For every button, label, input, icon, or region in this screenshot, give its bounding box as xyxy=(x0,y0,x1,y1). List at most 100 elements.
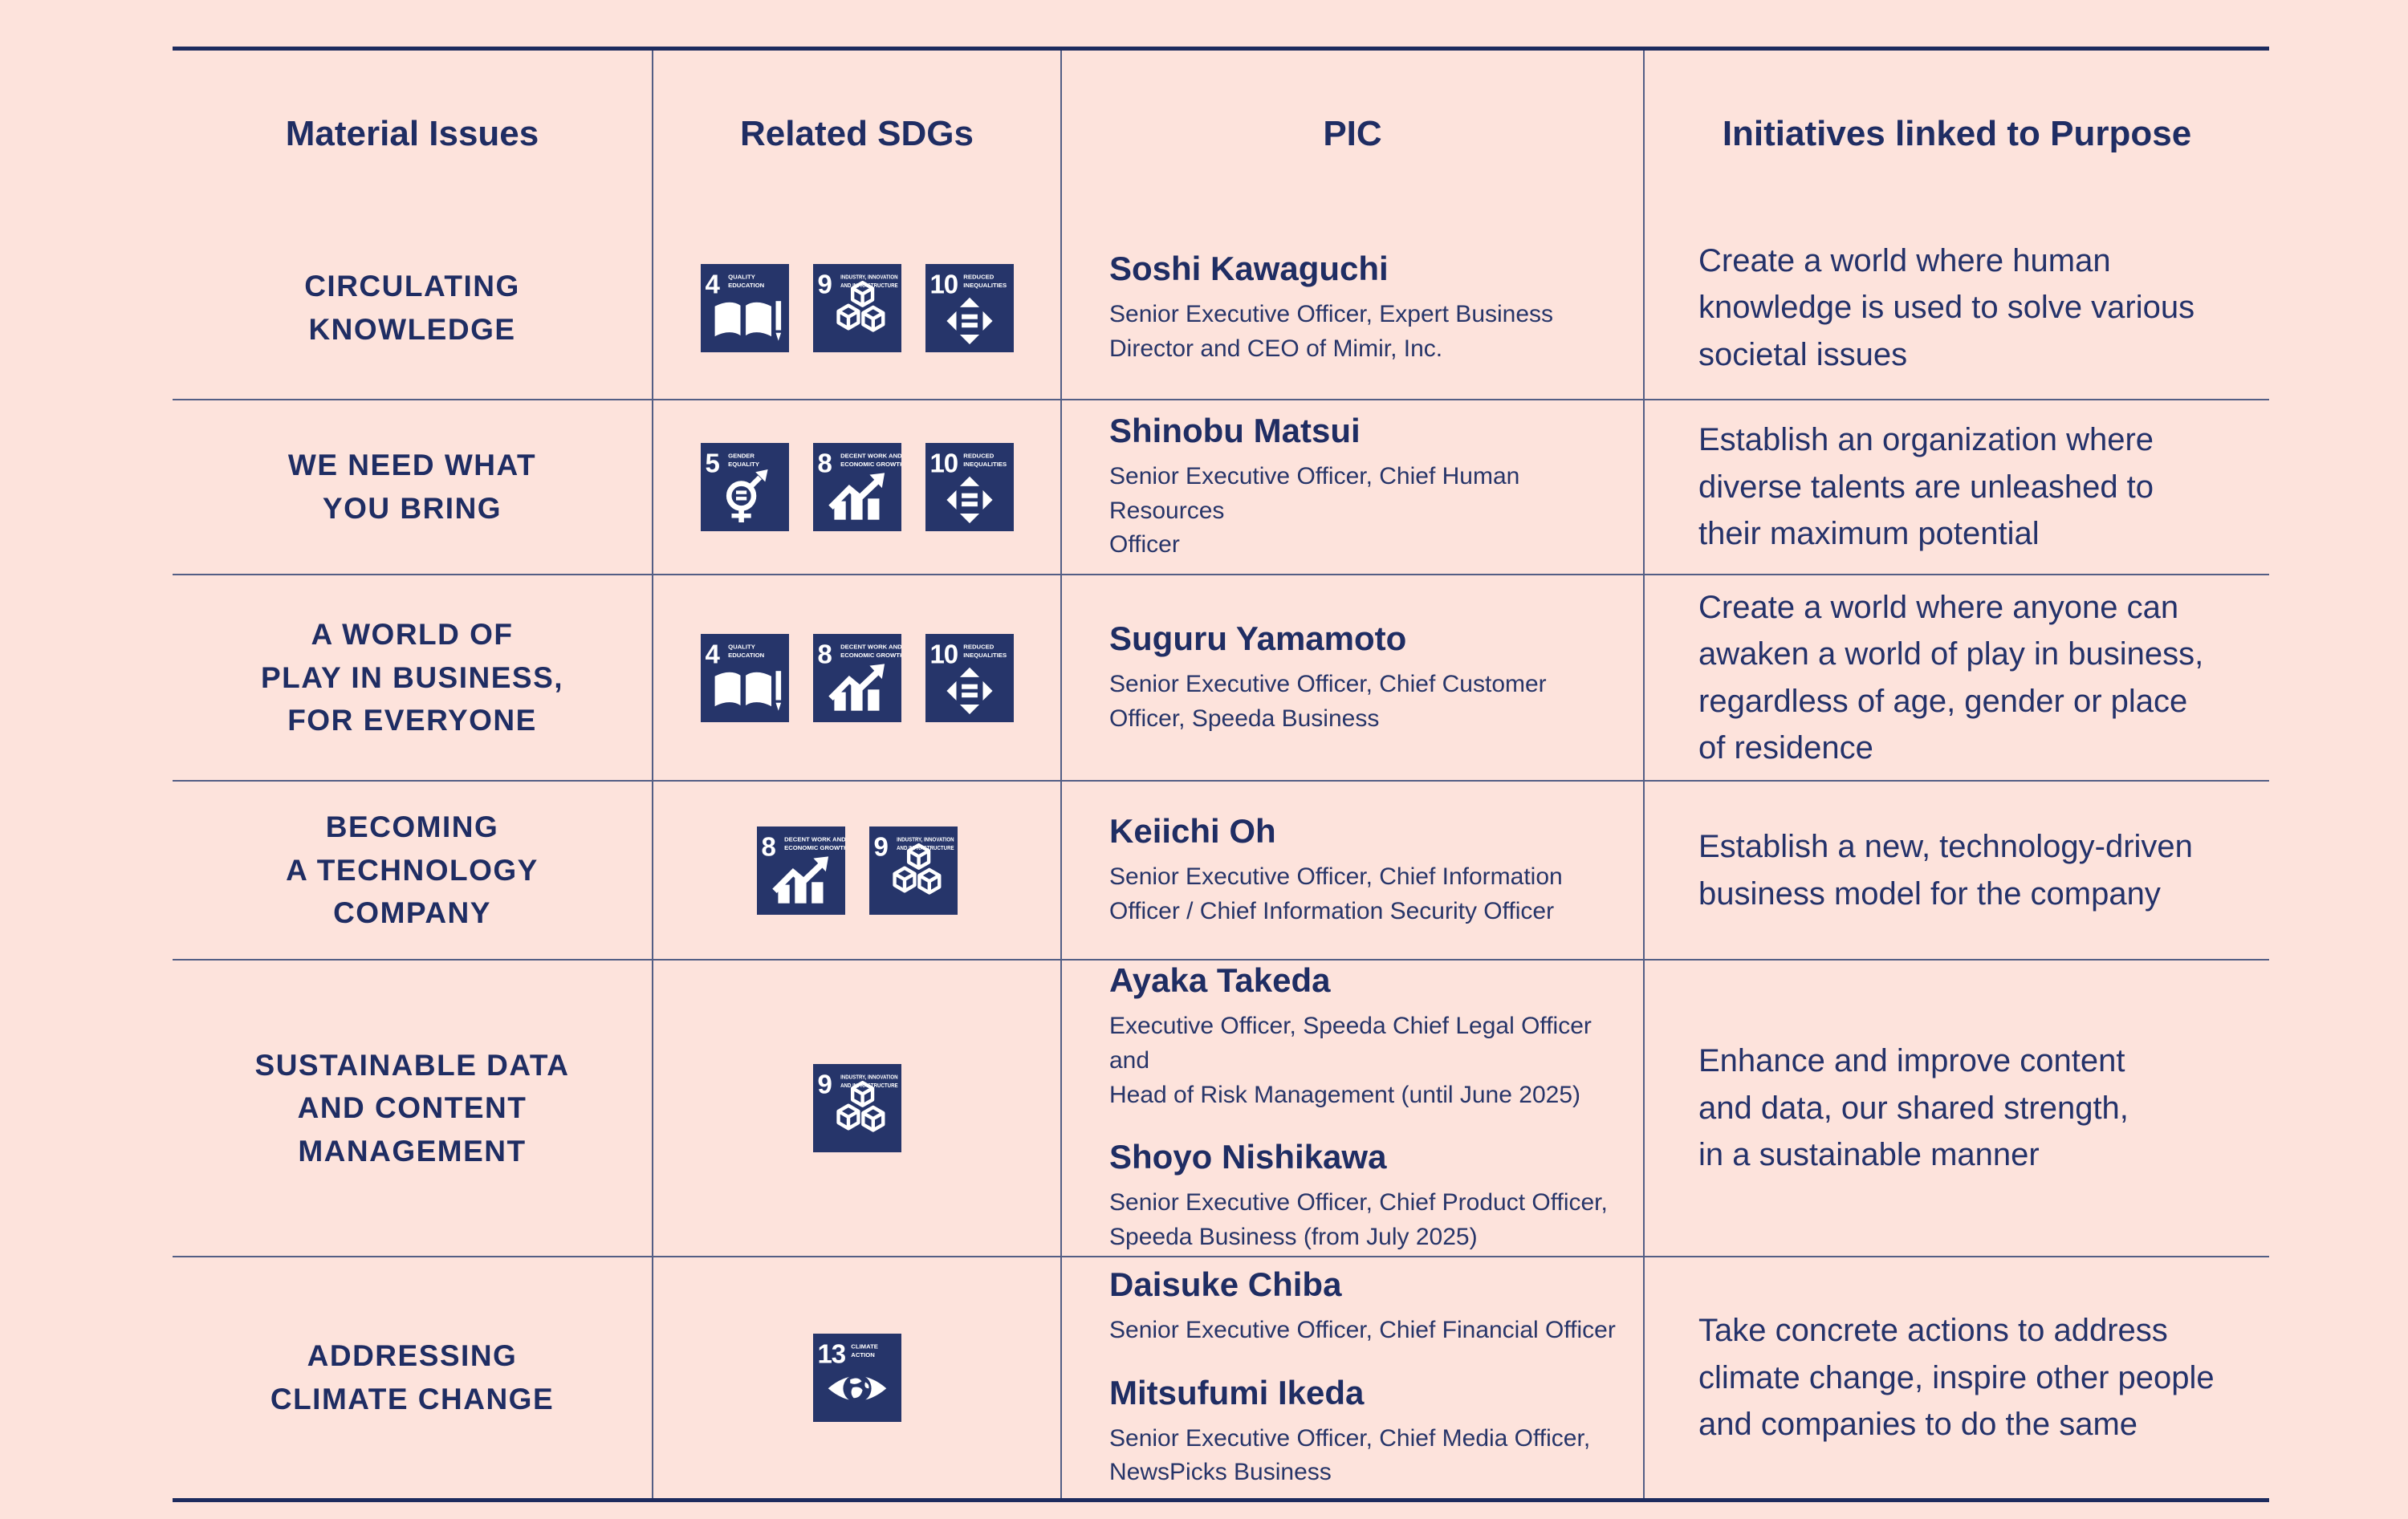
material-issue-label: COMPANY xyxy=(333,896,491,930)
sdg-8-growth-chart-icon: 8 DECENT WORK AND ECONOMIC GROWTH xyxy=(756,826,845,915)
initiative-text-line: business model for the company xyxy=(1698,875,2161,912)
sdg-10-equality-arrows-icon: 10 REDUCED INEQUALITIES xyxy=(925,633,1014,722)
material-issue-label: A WORLD OF xyxy=(311,618,514,652)
pic-person-title: Officer, Speeda Business xyxy=(1109,705,1380,732)
initiative-text-line: societal issues xyxy=(1698,336,1908,372)
table-row: A WORLD OF PLAY IN BUSINESS, FOR EVERYONE … xyxy=(173,574,2269,780)
pic-cell: Shinobu Matsui Senior Executive Officer, … xyxy=(1060,400,1643,574)
initiative-text-line: regardless of age, gender or place xyxy=(1698,683,2188,719)
material-issue-cell: BECOMING A TECHNOLOGY COMPANY xyxy=(173,782,652,959)
header-label-related-sdgs: Related SDGs xyxy=(740,113,974,153)
svg-text:REDUCED: REDUCED xyxy=(963,453,994,460)
header-cell-material-issues: Material Issues xyxy=(173,51,652,217)
initiative-cell: Create a world where human knowledge is u… xyxy=(1643,217,2269,399)
svg-text:9: 9 xyxy=(817,1069,832,1099)
related-sdgs-cell: 4 QUALITY EDUCATION 8 DECENT WORK AND ECONOM… xyxy=(652,575,1060,780)
svg-text:REDUCED: REDUCED xyxy=(963,273,994,280)
related-sdgs-cell: 8 DECENT WORK AND ECONOMIC GROWTH 9 INDUSTR… xyxy=(652,782,1060,959)
pic-person: Ayaka Takeda Executive Officer, Speeda Ch… xyxy=(1109,961,1619,1113)
pic-cell: Keiichi Oh Senior Executive Officer, Chie… xyxy=(1060,782,1643,959)
svg-text:EDUCATION: EDUCATION xyxy=(728,282,765,289)
sdg-9-cubes-icon: 9 INDUSTRY, INNOVATION AND INFRASTRUCTURE xyxy=(868,826,958,915)
svg-text:ECONOMIC GROWTH: ECONOMIC GROWTH xyxy=(840,461,901,468)
pic-person-name: Soshi Kawaguchi xyxy=(1109,249,1389,287)
svg-text:13: 13 xyxy=(817,1338,845,1368)
svg-text:EDUCATION: EDUCATION xyxy=(728,652,765,659)
initiative-text-line: diverse talents are unleashed to xyxy=(1698,469,2154,505)
pic-person-name: Keiichi Oh xyxy=(1109,811,1276,850)
sdg-10-equality-arrows-icon: 10 REDUCED INEQUALITIES xyxy=(925,263,1014,352)
initiative-cell: Enhance and improve content and data, our… xyxy=(1643,961,2269,1256)
svg-text:INEQUALITIES: INEQUALITIES xyxy=(963,282,1007,289)
table-header-row: Material Issues Related SDGs PIC Initiat… xyxy=(173,51,2269,217)
pic-cell: Soshi Kawaguchi Senior Executive Officer,… xyxy=(1060,217,1643,399)
material-issue-cell: SUSTAINABLE DATA AND CONTENT MANAGEMENT xyxy=(173,961,652,1256)
related-sdgs-cell: 13 CLIMATE ACTION xyxy=(652,1257,1060,1498)
material-issue-label: CLIMATE CHANGE xyxy=(270,1383,555,1415)
pic-person-title: Executive Officer, Speeda Chief Legal Of… xyxy=(1109,1012,1592,1074)
pic-person-title: Officer / Chief Information Security Off… xyxy=(1109,897,1555,924)
pic-person-name: Suguru Yamamoto xyxy=(1109,619,1407,657)
svg-text:9: 9 xyxy=(817,269,832,299)
svg-text:GENDER: GENDER xyxy=(728,453,755,460)
svg-text:5: 5 xyxy=(705,448,719,477)
pic-person-title: Head of Risk Management (until June 2025… xyxy=(1109,1081,1580,1108)
initiative-text-line: Establish an organization where xyxy=(1698,422,2154,458)
svg-text:REDUCED: REDUCED xyxy=(963,643,994,650)
sdg-4-book-pencil-icon: 4 QUALITY EDUCATION xyxy=(700,633,789,722)
svg-text:10: 10 xyxy=(929,448,958,477)
svg-text:DECENT WORK AND: DECENT WORK AND xyxy=(840,453,901,460)
table-row: CIRCULATING KNOWLEDGE 4 QUALITY EDUCATION 9… xyxy=(173,217,2269,399)
table-body: CIRCULATING KNOWLEDGE 4 QUALITY EDUCATION 9… xyxy=(173,217,2269,1498)
initiative-text-line: knowledge is used to solve various xyxy=(1698,290,2195,326)
pic-person-title: Senior Executive Officer, Chief Human Re… xyxy=(1109,462,1520,524)
material-issue-label: CIRCULATING xyxy=(304,269,520,303)
initiative-cell: Establish a new, technology-driven busine… xyxy=(1643,782,2269,959)
pic-person-name: Mitsufumi Ikeda xyxy=(1109,1373,1365,1411)
sdg-9-cubes-icon: 9 INDUSTRY, INNOVATION AND INFRASTRUCTURE xyxy=(812,263,901,352)
svg-text:DECENT WORK AND: DECENT WORK AND xyxy=(840,643,901,650)
sdg-10-equality-arrows-icon: 10 REDUCED INEQUALITIES xyxy=(925,443,1014,531)
initiative-text-line: climate change, inspire other people xyxy=(1698,1359,2215,1395)
table-row: WE NEED WHAT YOU BRING 5 GENDER EQUALITY 8 D… xyxy=(173,399,2269,574)
sdg-13-eye-globe-icon: 13 CLIMATE ACTION xyxy=(812,1334,901,1422)
header-label-initiatives: Initiatives linked to Purpose xyxy=(1722,113,2192,153)
pic-person-name: Shoyo Nishikawa xyxy=(1109,1138,1387,1176)
pic-cell: Suguru Yamamoto Senior Executive Officer,… xyxy=(1060,575,1643,780)
material-issues-table: Material Issues Related SDGs PIC Initiat… xyxy=(173,47,2269,1502)
initiative-cell: Create a world where anyone can awaken a … xyxy=(1643,575,2269,780)
header-label-material-issues: Material Issues xyxy=(285,113,539,153)
initiative-text-line: in a sustainable manner xyxy=(1698,1137,2040,1173)
svg-text:10: 10 xyxy=(929,639,958,668)
pic-person-title: Director and CEO of Mimir, Inc. xyxy=(1109,335,1443,362)
related-sdgs-cell: 5 GENDER EQUALITY 8 DECENT WORK AND ECONOMIC… xyxy=(652,400,1060,574)
initiative-text-line: their maximum potential xyxy=(1698,516,2040,552)
header-label-pic: PIC xyxy=(1323,113,1382,153)
initiative-text-line: and companies to do the same xyxy=(1698,1407,2138,1443)
initiative-cell: Establish an organization where diverse t… xyxy=(1643,400,2269,574)
pic-person-name: Shinobu Matsui xyxy=(1109,411,1361,449)
material-issue-label: PLAY IN BUSINESS, xyxy=(260,660,564,694)
pic-person-title: Officer xyxy=(1109,531,1180,558)
material-issue-label: YOU BRING xyxy=(322,492,502,525)
material-issue-cell: ADDRESSING CLIMATE CHANGE xyxy=(173,1257,652,1498)
pic-person-name: Ayaka Takeda xyxy=(1109,961,1331,999)
svg-text:8: 8 xyxy=(817,639,832,668)
initiative-text-line: Take concrete actions to address xyxy=(1698,1313,2168,1349)
pic-person-title: NewsPicks Business xyxy=(1109,1459,1332,1486)
initiative-cell: Take concrete actions to address climate … xyxy=(1643,1257,2269,1498)
material-issue-label: AND CONTENT xyxy=(297,1091,527,1125)
header-cell-related-sdgs: Related SDGs xyxy=(652,51,1060,217)
header-cell-initiatives: Initiatives linked to Purpose xyxy=(1643,51,2269,217)
table-row: BECOMING A TECHNOLOGY COMPANY 8 DECENT WORK… xyxy=(173,780,2269,959)
initiative-text-line: and data, our shared strength, xyxy=(1698,1090,2129,1126)
material-issue-label: ADDRESSING xyxy=(307,1339,518,1373)
material-issue-label: FOR EVERYONE xyxy=(287,704,537,737)
svg-text:10: 10 xyxy=(929,269,958,299)
pic-person: Mitsufumi Ikeda Senior Executive Officer,… xyxy=(1109,1374,1619,1491)
svg-text:ACTION: ACTION xyxy=(851,1351,875,1359)
svg-text:INDUSTRY, INNOVATION: INDUSTRY, INNOVATION xyxy=(840,273,898,280)
sdg-9-cubes-icon: 9 INDUSTRY, INNOVATION AND INFRASTRUCTURE xyxy=(812,1064,901,1152)
material-issue-label: SUSTAINABLE DATA xyxy=(254,1048,570,1082)
